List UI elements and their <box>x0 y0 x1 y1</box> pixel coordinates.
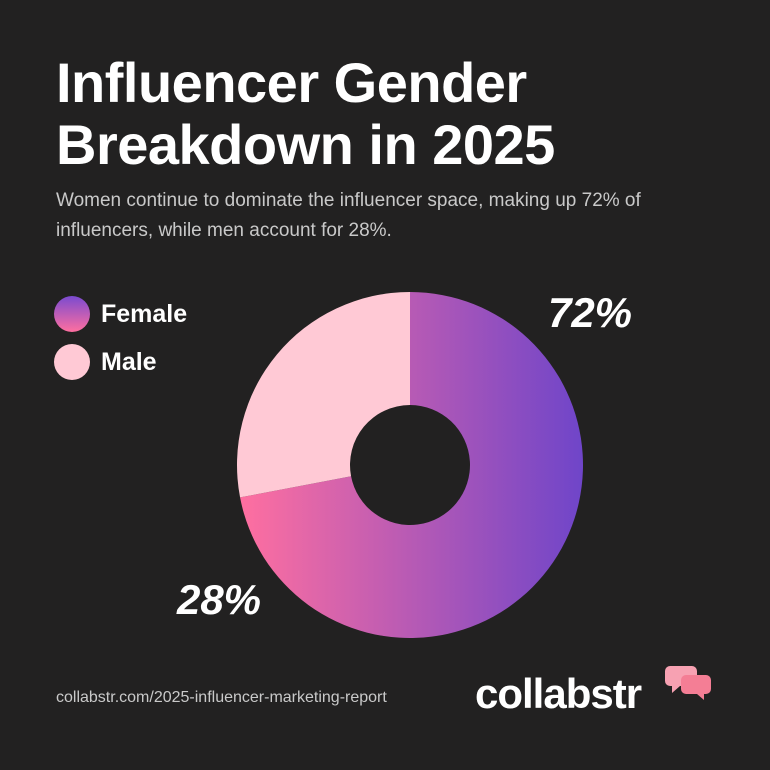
legend-item-female: Female <box>54 296 187 332</box>
speech-bubbles-icon <box>665 666 711 700</box>
brand-logo: collabstr <box>475 670 642 717</box>
data-label-male: 28% <box>176 576 261 623</box>
report-url: collabstr.com/2025-influencer-marketing-… <box>56 689 387 706</box>
subtitle: Women continue to dominate the influence… <box>56 190 641 241</box>
data-label-female: 72% <box>548 289 632 336</box>
legend-item-male: Male <box>54 344 187 380</box>
slice-male <box>237 292 410 498</box>
legend-swatch-male <box>54 344 90 380</box>
legend-label-male: Male <box>101 347 157 376</box>
chart-legend: Female Male <box>54 296 187 392</box>
legend-label-female: Female <box>101 299 188 328</box>
title-line-1: Influencer Gender <box>56 51 527 114</box>
slice-female <box>240 292 583 639</box>
title-line-2: Breakdown in 2025 <box>56 113 555 176</box>
page-title: Influencer Gender Breakdown in 2025 <box>56 52 716 176</box>
legend-swatch-female <box>54 296 90 332</box>
